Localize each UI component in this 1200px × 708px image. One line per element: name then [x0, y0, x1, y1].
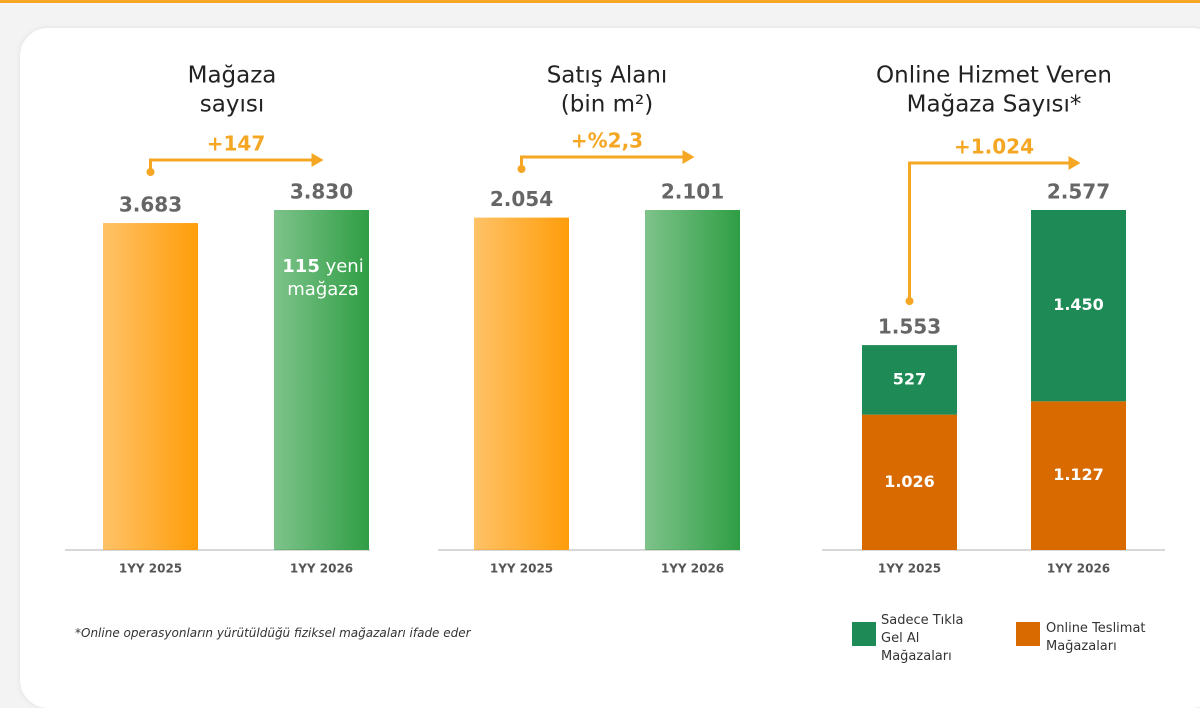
chart-title: sayısı [200, 92, 264, 118]
bar-segment [1031, 401, 1126, 550]
chart-title: (bin m²) [561, 92, 653, 118]
arrow [520, 155, 685, 169]
annotation: +1.024 [954, 135, 1034, 159]
bar-segment [1031, 210, 1126, 402]
x-tick-label: 1YY 2025 [878, 562, 941, 576]
value-label: 3.683 [119, 193, 182, 217]
segment-label: 1.026 [884, 472, 935, 491]
arrow [908, 161, 1071, 302]
total-label: 2.577 [1047, 180, 1110, 204]
chart-title: Mağaza Sayısı* [907, 92, 1082, 118]
legend-label: Online Teslimat Mağazaları [1046, 621, 1146, 654]
arrow-head [311, 153, 324, 167]
arrow [149, 158, 314, 172]
card [20, 28, 1200, 708]
bar [645, 210, 740, 550]
x-tick-label: 1YY 2026 [661, 562, 724, 576]
value-label: 2.054 [490, 187, 553, 211]
annotation: +%2,3 [571, 129, 643, 153]
arrow-dot [517, 165, 526, 173]
bar-segment [862, 414, 957, 550]
segment-label: 1.450 [1053, 295, 1104, 314]
legend-label: Sadece Tıkla Gel Al Mağazaları [881, 613, 964, 664]
arrow-dot [905, 297, 914, 306]
bar-note: 115 yeni mağaza [280, 255, 366, 301]
value-label: 3.830 [290, 180, 353, 204]
arrow-head [682, 150, 695, 164]
top-line [0, 0, 1200, 3]
segment-label: 1.127 [1053, 465, 1104, 484]
legend-swatch [1016, 622, 1040, 646]
total-label: 1.553 [878, 315, 941, 339]
arrow-dot [146, 168, 155, 176]
legend-swatch [852, 622, 876, 646]
chart-title: Satış Alanı [547, 63, 668, 89]
chart-title: Online Hizmet Veren [876, 63, 1112, 89]
segment-label: 527 [893, 369, 926, 388]
bar [474, 217, 569, 550]
x-tick-label: 1YY 2025 [490, 562, 553, 576]
bar-note-text: yeni mağaza [287, 256, 364, 300]
bar [274, 210, 369, 550]
x-tick-label: 1YY 2026 [290, 562, 353, 576]
bar [103, 223, 198, 550]
footnote: *Online operasyonların yürütüldüğü fizik… [75, 626, 471, 640]
arrow-head [1068, 156, 1081, 170]
value-label: 2.101 [661, 180, 724, 204]
bar-note-bold: 115 [282, 256, 320, 277]
x-tick-label: 1YY 2025 [119, 562, 182, 576]
bar-segment [862, 345, 957, 415]
x-tick-label: 1YY 2026 [1047, 562, 1110, 576]
chart: Mağaza sayısı 1YY 2025 3.683 1YY 2026 3.830 +1… [65, 63, 1165, 646]
chart-title: Mağaza [188, 63, 277, 89]
annotation: +147 [207, 132, 266, 156]
